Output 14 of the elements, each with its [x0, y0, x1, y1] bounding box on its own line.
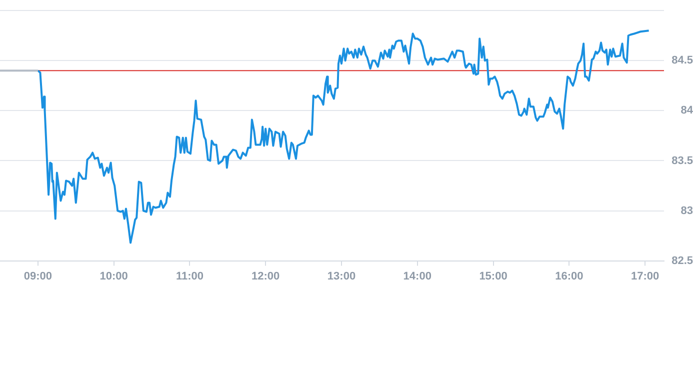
x-tick-label: 13:00: [327, 270, 356, 282]
y-tick-label: 84: [680, 104, 693, 117]
y-tick-label: 83: [680, 204, 693, 217]
x-tick-label: 10:00: [100, 270, 128, 282]
y-tick-label: 83.5: [672, 154, 693, 167]
x-tick-label: 15:00: [479, 270, 508, 282]
y-tick-label: 82.5: [672, 254, 693, 267]
x-tick-label: 17:00: [630, 270, 660, 282]
y-tick-label: 84.5: [672, 54, 693, 67]
x-tick-label: 11:00: [176, 270, 204, 282]
x-tick-label: 09:00: [24, 270, 52, 282]
x-tick-label: 16:00: [555, 270, 584, 282]
x-tick-label: 12:00: [252, 270, 280, 282]
x-tick-label: 14:00: [403, 270, 432, 282]
